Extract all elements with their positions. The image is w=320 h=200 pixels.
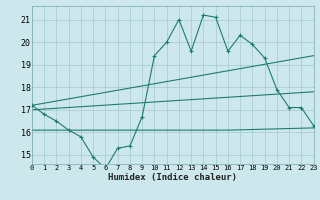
X-axis label: Humidex (Indice chaleur): Humidex (Indice chaleur): [108, 173, 237, 182]
